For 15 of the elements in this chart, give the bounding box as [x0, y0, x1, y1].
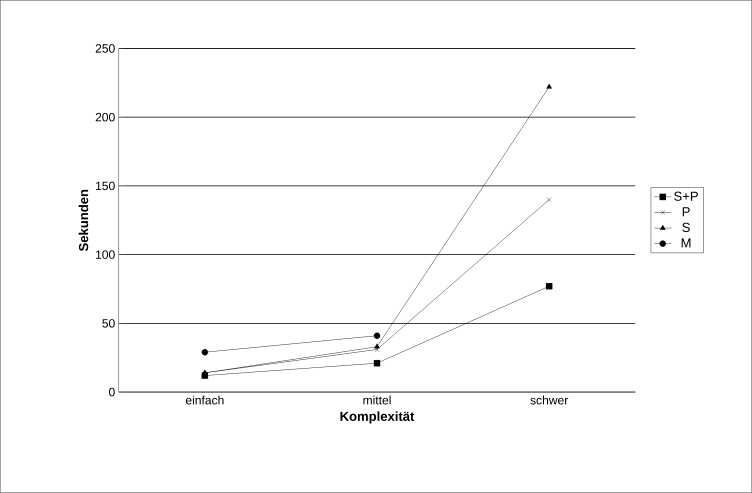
legend-label: P	[682, 207, 690, 216]
legend-label: S	[682, 222, 690, 232]
legend-label: S+P	[674, 192, 698, 201]
y-axis-title: Sekunden	[78, 190, 88, 252]
legend-label: M	[682, 238, 690, 248]
y-tick-label: 0	[108, 388, 115, 396]
y-tick-label: 150	[96, 182, 115, 190]
y-tick-label: 50	[102, 319, 115, 328]
x-tick-label: mittel	[363, 396, 391, 405]
y-tick-label: 100	[96, 250, 115, 259]
x-tick-label: einfach	[186, 396, 224, 405]
y-tick-label: 250	[96, 44, 115, 53]
y-tick-label: 200	[96, 113, 115, 122]
x-axis-title: Komplexität	[340, 411, 414, 424]
x-tick-label: schwer	[530, 396, 568, 405]
